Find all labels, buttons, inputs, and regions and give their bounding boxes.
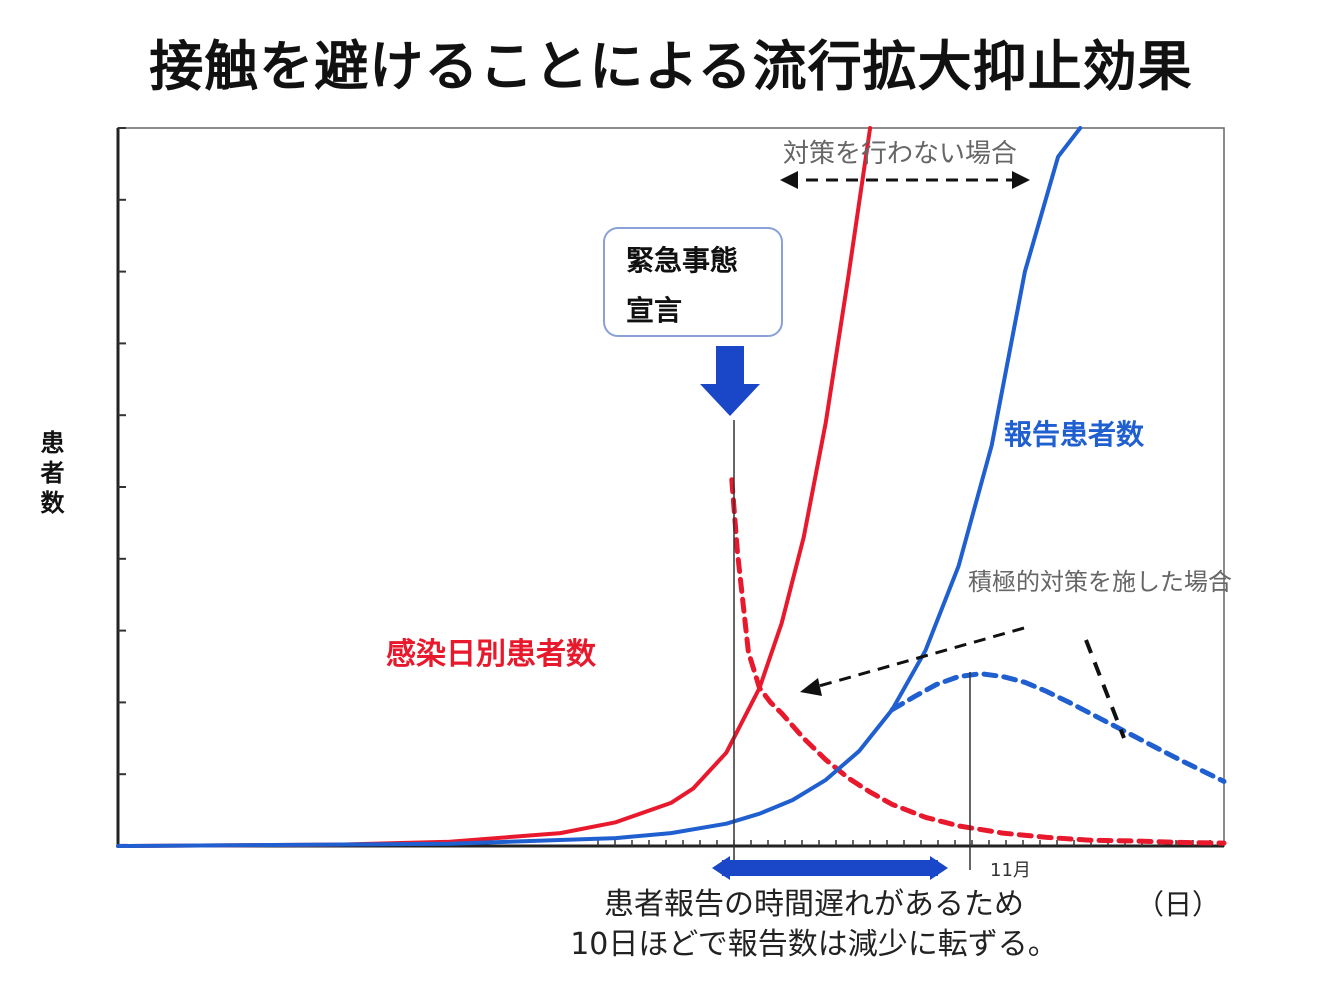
x-axis-note: 11月	[990, 860, 1031, 881]
no-measures-label-1: 対策を行わない場合	[783, 139, 1017, 169]
chart-title: 接触を避けることによる流行拡大抑止効果	[149, 35, 1193, 98]
with-measures-label: 積極的対策を施した場合	[968, 568, 1232, 596]
no-measures-arrow-right	[1012, 171, 1030, 189]
declaration-down-arrow	[700, 346, 760, 416]
delay-note-2: 10日ほどで報告数は減少に転ずる。	[570, 927, 1058, 962]
series-line-1	[729, 477, 1227, 846]
blue-series-label: 報告患者数	[1004, 418, 1145, 451]
series-line-0	[116, 126, 873, 848]
delay-arrow-bar	[722, 860, 938, 876]
x-axis-label: （日）	[1136, 888, 1220, 921]
with-measures-arrow-head	[800, 678, 822, 696]
no-measures-arrow-left	[780, 171, 798, 189]
series-layer	[116, 126, 1227, 848]
series-line-2	[116, 126, 1083, 848]
declaration-box	[603, 227, 783, 337]
declaration-text-1: 緊急事態	[626, 244, 738, 277]
x-ticks	[597, 840, 1211, 846]
declaration-text-2: 宣言	[626, 294, 682, 327]
y-axis-label: 患者数	[36, 430, 64, 520]
red-series-label: 感染日別患者数	[386, 637, 597, 672]
delay-note-1: 患者報告の時間遅れがあるため	[604, 887, 1024, 922]
delay-arrow-left-head	[712, 856, 730, 880]
series-line-3	[889, 671, 1227, 784]
with-measures-arrow-line	[811, 626, 1025, 690]
y-ticks	[118, 127, 126, 776]
with-measures-pointer	[1084, 639, 1126, 739]
delay-arrow-right-head	[930, 856, 948, 880]
